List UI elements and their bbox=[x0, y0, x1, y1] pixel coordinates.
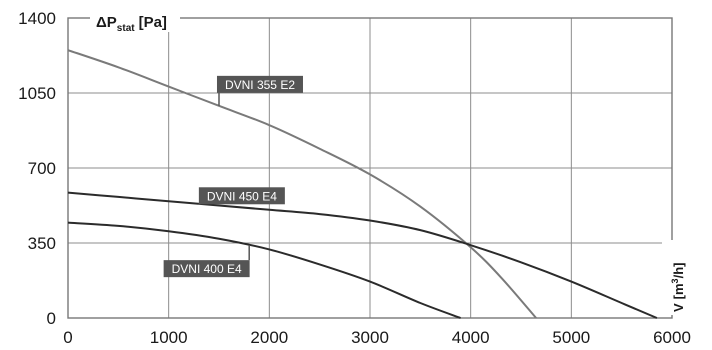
y-tick-label: 0 bbox=[47, 309, 56, 328]
y-axis-title: ΔPstat [Pa] bbox=[90, 6, 180, 34]
x-tick-label: 1000 bbox=[150, 328, 188, 347]
series-line-1 bbox=[67, 49, 537, 319]
curve-label-layer: DVNI 355 E2 DVNI 450 E4 DVNI 400 E4 bbox=[163, 75, 303, 278]
x-tick-label: 6000 bbox=[653, 328, 691, 347]
curve-label-box bbox=[198, 187, 285, 205]
x-axis-superscript: 3 bbox=[670, 278, 680, 283]
curve-label-box bbox=[163, 260, 250, 278]
curve-label-text: DVNI 355 E2 bbox=[225, 78, 295, 92]
y-tick-label: 350 bbox=[28, 234, 56, 253]
x-tick-label: 5000 bbox=[552, 328, 590, 347]
series-layer bbox=[67, 49, 658, 319]
series-line-2 bbox=[67, 191, 658, 319]
y-axis-unit: [Pa] bbox=[139, 14, 167, 31]
svg-text:ΔPstat[Pa]: ΔPstat [Pa] bbox=[96, 14, 167, 34]
grid-layer bbox=[67, 17, 673, 319]
y-tick-label: 700 bbox=[28, 159, 56, 178]
y-axis-subscript: stat bbox=[117, 23, 135, 34]
x-axis-unit-post: /h] bbox=[671, 263, 686, 279]
y-tick-label: 1400 bbox=[18, 9, 56, 28]
x-tick-label: 3000 bbox=[351, 328, 389, 347]
y-axis-symbol: ΔP bbox=[96, 14, 117, 31]
curve-label-text: DVNI 400 E4 bbox=[172, 262, 242, 276]
svg-text:V[m3/h]: V [m3/h] bbox=[670, 263, 686, 312]
plot-frame bbox=[67, 17, 673, 319]
curve-label-box bbox=[216, 75, 303, 93]
x-tick-label: 0 bbox=[63, 328, 72, 347]
series-line-3 bbox=[67, 221, 461, 319]
x-axis-unit-pre: [m bbox=[671, 283, 686, 299]
x-tick-label: 4000 bbox=[452, 328, 490, 347]
x-axis-symbol: V bbox=[671, 303, 686, 312]
y-tick-label: 1050 bbox=[18, 84, 56, 103]
x-tick-label: 2000 bbox=[250, 328, 288, 347]
curve-label-text: DVNI 450 E4 bbox=[207, 189, 277, 203]
x-axis-title: V [m3/h] bbox=[662, 240, 688, 315]
tick-layer: 0 1000 2000 3000 4000 5000 6000 0 350 700 1050 1400 bbox=[18, 9, 691, 347]
